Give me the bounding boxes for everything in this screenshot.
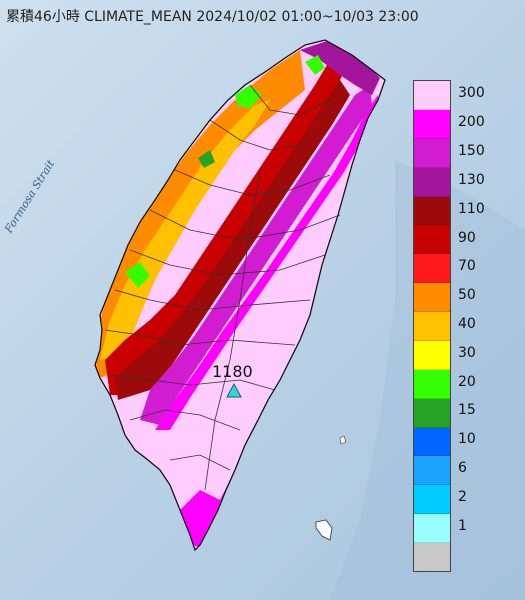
- legend-label: 10: [458, 431, 476, 448]
- legend-label: 1: [458, 517, 467, 534]
- rainfall-legend: [413, 80, 451, 572]
- legend-swatch: [414, 167, 450, 197]
- legend-swatch: [414, 485, 450, 515]
- legend-label: 15: [458, 402, 476, 419]
- legend-label: 6: [458, 460, 467, 477]
- legend-swatch: [414, 109, 450, 139]
- legend-swatch: [414, 340, 450, 370]
- legend-swatch: [414, 427, 450, 457]
- legend-swatch: [414, 254, 450, 284]
- legend-swatch: [414, 543, 450, 571]
- legend-swatch: [414, 514, 450, 543]
- legend-swatch: [414, 196, 450, 226]
- legend-swatch: [414, 225, 450, 255]
- legend-swatch: [414, 312, 450, 341]
- legend-swatch: [414, 369, 450, 399]
- station-value-label: 1180: [212, 362, 253, 381]
- legend-label: 90: [458, 229, 476, 246]
- legend-label: 40: [458, 316, 476, 332]
- legend-label: 110: [458, 200, 485, 217]
- legend-label: 70: [458, 258, 476, 275]
- legend-swatch: [414, 81, 450, 110]
- legend-swatch: [414, 138, 450, 168]
- rainfall-legend-labels: 300 200 150 130 110 90 70 50 40 30 20 15 10 6 2 1: [458, 80, 518, 570]
- coastline: [94, 39, 386, 552]
- legend-label: 20: [458, 373, 476, 390]
- legend-label: 2: [458, 488, 467, 505]
- legend-swatch: [414, 283, 450, 312]
- legend-label: 50: [458, 287, 476, 304]
- legend-label: 200: [458, 114, 485, 131]
- rainfall-bands: [95, 40, 380, 548]
- legend-swatch: [414, 398, 450, 428]
- legend-label: 150: [458, 143, 485, 160]
- legend-label: 300: [458, 85, 485, 102]
- county-boundaries: [104, 84, 341, 491]
- station-marker-icon[interactable]: [226, 382, 242, 398]
- small-island: [339, 435, 347, 445]
- legend-label: 30: [458, 344, 476, 361]
- legend-swatch: [414, 456, 450, 486]
- green-island: [315, 519, 333, 541]
- map-title: 累積46小時 CLIMATE_MEAN 2024/10/02 01:00~10/…: [6, 9, 419, 25]
- legend-label: 130: [458, 171, 485, 188]
